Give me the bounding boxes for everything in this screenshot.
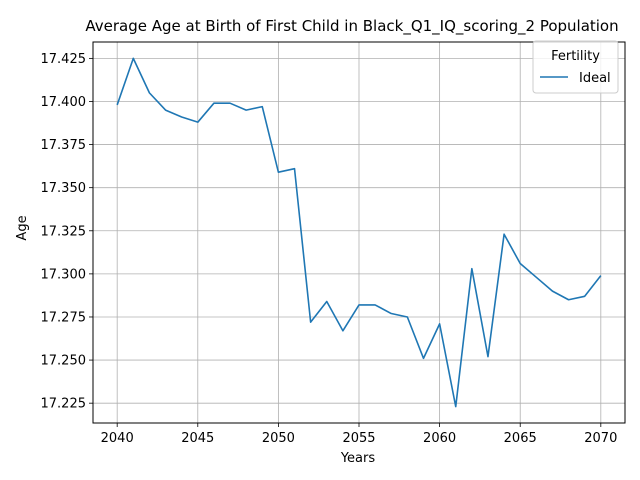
grid-lines bbox=[93, 42, 625, 423]
legend-title: Fertility bbox=[551, 49, 600, 64]
y-tick-label: 17.225 bbox=[41, 397, 87, 412]
y-tick-label: 17.425 bbox=[41, 52, 87, 67]
x-axis: 2040 2045 2050 2055 2060 2065 2070 bbox=[101, 423, 617, 446]
chart-title: Average Age at Birth of First Child in B… bbox=[85, 17, 618, 36]
x-tick-label: 2070 bbox=[584, 431, 617, 446]
x-axis-label: Years bbox=[340, 451, 376, 466]
legend: Fertility Ideal bbox=[532, 40, 619, 94]
y-axis-label: Age bbox=[15, 215, 30, 240]
x-tick-label: 2055 bbox=[342, 431, 375, 446]
y-axis: 17.225 17.250 17.275 17.300 17.325 17.350 17.3… bbox=[41, 52, 93, 412]
x-tick-label: 2050 bbox=[262, 431, 295, 446]
legend-box bbox=[532, 40, 619, 94]
series-layer bbox=[116, 57, 602, 408]
y-tick-label: 17.325 bbox=[41, 224, 87, 239]
y-tick-label: 17.350 bbox=[41, 181, 87, 196]
x-tick-label: 2040 bbox=[101, 431, 134, 446]
x-tick-label: 2045 bbox=[181, 431, 214, 446]
y-tick-label: 17.250 bbox=[41, 354, 87, 369]
x-tick-label: 2060 bbox=[423, 431, 456, 446]
series-line-ideal bbox=[116, 57, 602, 408]
x-tick-label: 2065 bbox=[504, 431, 537, 446]
y-tick-label: 17.300 bbox=[41, 267, 87, 282]
y-tick-label: 17.275 bbox=[41, 310, 87, 325]
legend-label-ideal: Ideal bbox=[579, 71, 611, 86]
y-tick-label: 17.400 bbox=[41, 95, 87, 110]
y-tick-label: 17.375 bbox=[41, 138, 87, 153]
